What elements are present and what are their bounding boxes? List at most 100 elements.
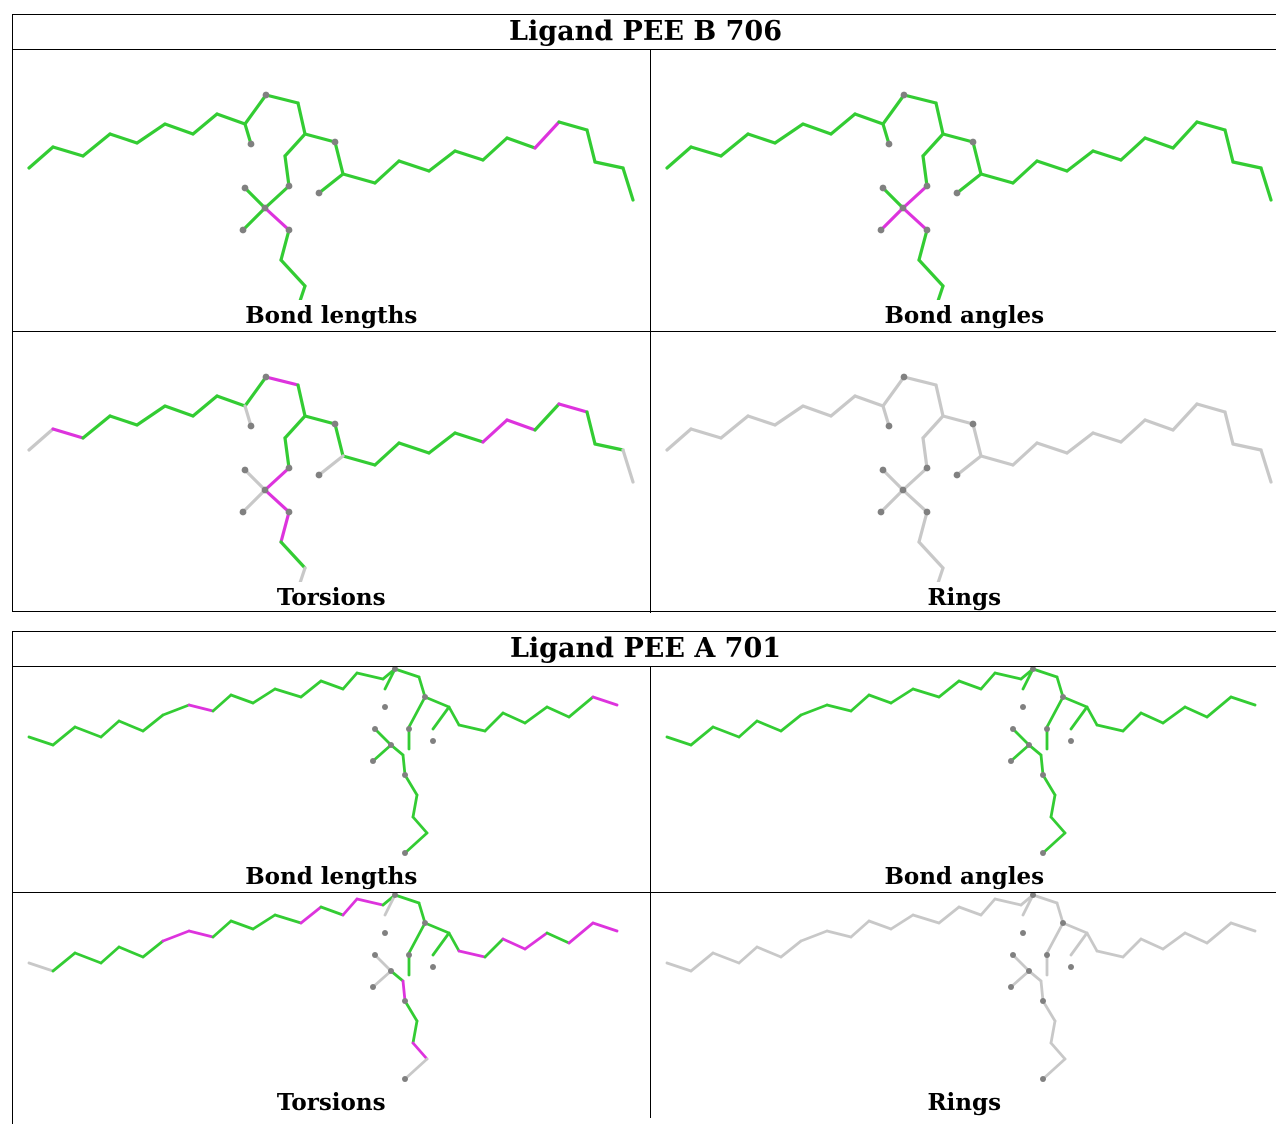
bond (1031, 667, 1058, 679)
bond (621, 166, 635, 202)
bond (1142, 418, 1175, 432)
atom (422, 694, 428, 700)
panel-caption: Torsions (276, 1089, 386, 1116)
bond (878, 206, 905, 232)
bond (453, 149, 485, 162)
atom (392, 667, 398, 672)
bond (279, 510, 291, 544)
bond (979, 897, 996, 917)
bond (1194, 120, 1227, 132)
panel-row-bottom: Torsions Rings (13, 331, 1276, 613)
bond (800, 122, 833, 136)
bond (711, 951, 740, 965)
bond (279, 228, 291, 262)
bond (215, 394, 247, 408)
bond (51, 145, 85, 158)
atom (1039, 1076, 1046, 1082)
bond (397, 441, 431, 455)
atom (285, 508, 293, 516)
bond (970, 422, 983, 458)
bond (141, 713, 165, 733)
bond (457, 949, 487, 959)
bond (755, 719, 782, 733)
molecule-drawing (27, 91, 635, 300)
bond (243, 404, 253, 428)
bond (279, 540, 307, 570)
bond (911, 913, 940, 925)
atom (241, 466, 249, 474)
atom (285, 464, 293, 472)
molecule-drawing (27, 373, 635, 582)
bond (355, 671, 385, 681)
bond (191, 394, 219, 418)
bond (447, 931, 461, 953)
bond (243, 93, 268, 126)
bond (993, 897, 1022, 907)
bond (933, 101, 945, 136)
atom (879, 184, 886, 192)
bond (457, 723, 487, 733)
bond (283, 414, 307, 440)
bond (243, 375, 268, 408)
atom (239, 226, 247, 234)
bond (27, 145, 55, 170)
bond (51, 427, 85, 440)
bond (383, 893, 397, 917)
bond (920, 414, 945, 440)
bond (27, 961, 55, 973)
panel-bond-lengths: Bond lengths (13, 667, 650, 892)
bond (1139, 937, 1164, 951)
bond (108, 414, 139, 427)
atom (900, 373, 907, 381)
bond (1045, 921, 1064, 955)
bond (533, 120, 561, 150)
atom (1039, 850, 1046, 856)
bond (916, 258, 945, 288)
ligand-title: Ligand PEE A 701 (13, 632, 1276, 667)
atom (885, 422, 892, 430)
atom (1067, 738, 1074, 744)
bond (978, 172, 1015, 185)
bond (1258, 448, 1273, 484)
bond (303, 132, 337, 144)
bond (664, 145, 693, 170)
bond (263, 184, 291, 210)
bond (1010, 159, 1039, 185)
bond (505, 418, 537, 432)
bond (383, 667, 397, 691)
bond (591, 921, 619, 933)
bond (401, 979, 407, 1003)
bond (481, 418, 509, 444)
panel-bond-lengths: Bond lengths (13, 50, 650, 331)
bond (1230, 160, 1263, 170)
bond (427, 149, 457, 173)
bond (264, 375, 300, 387)
bond (411, 815, 429, 835)
atom (406, 952, 412, 958)
panel-torsions: Torsions (13, 332, 650, 613)
bond (1121, 937, 1142, 959)
bond (108, 132, 139, 145)
atom (430, 738, 436, 744)
atom (402, 1076, 408, 1082)
bond (417, 675, 427, 699)
bond (283, 132, 307, 158)
atom (388, 968, 394, 974)
bond (880, 375, 906, 408)
bond (900, 184, 929, 210)
bond (299, 905, 323, 925)
bond (299, 679, 323, 699)
bond (545, 705, 571, 719)
atom (382, 930, 388, 936)
bond (1039, 979, 1044, 1003)
bond (187, 703, 215, 713)
bond (333, 140, 345, 176)
bond (1041, 831, 1066, 855)
bond (355, 897, 385, 907)
bond (957, 679, 982, 691)
atom (392, 893, 398, 898)
bond (319, 905, 345, 917)
bond (303, 414, 337, 426)
bond (1069, 705, 1088, 731)
bond (373, 727, 393, 747)
